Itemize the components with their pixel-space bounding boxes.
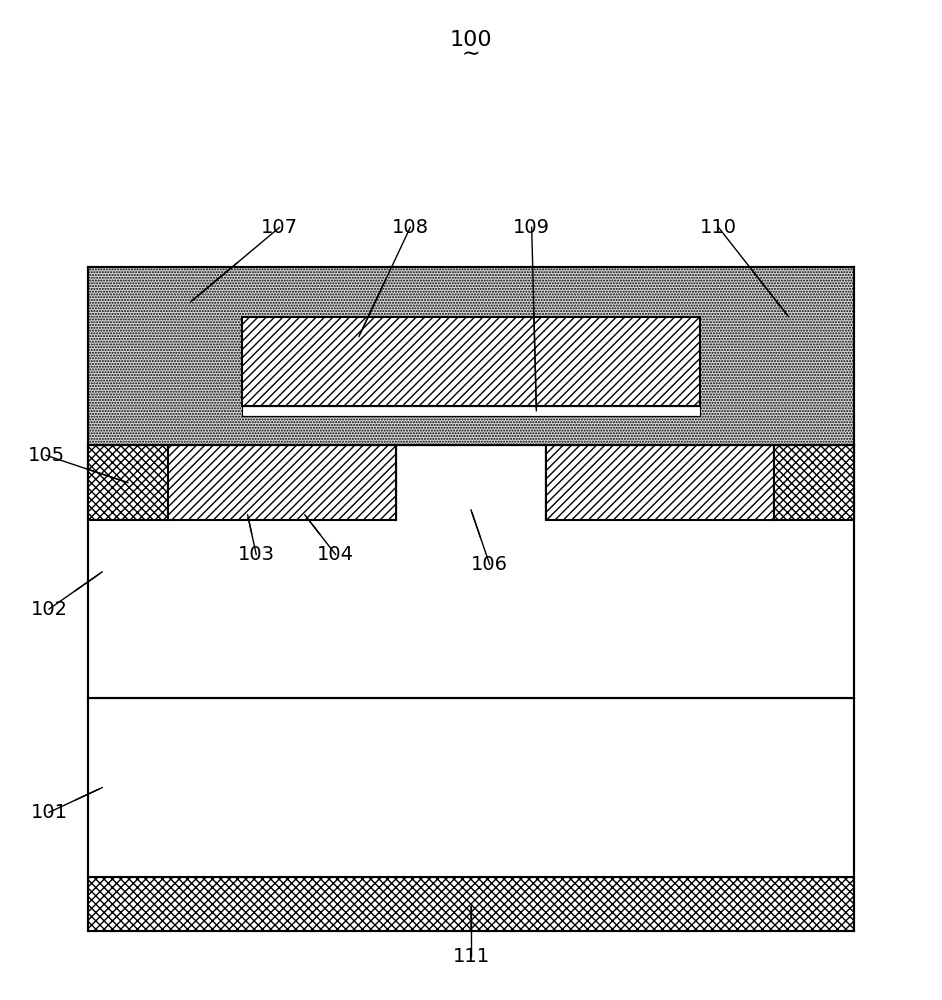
FancyBboxPatch shape (545, 445, 774, 520)
Text: 102: 102 (30, 600, 68, 619)
FancyBboxPatch shape (774, 445, 853, 520)
FancyBboxPatch shape (89, 445, 168, 520)
Text: 109: 109 (513, 218, 550, 237)
Text: 107: 107 (261, 218, 298, 237)
Text: 104: 104 (317, 545, 354, 564)
Text: 111: 111 (452, 947, 490, 966)
FancyBboxPatch shape (89, 877, 853, 931)
Text: ∼: ∼ (462, 44, 480, 64)
Text: 106: 106 (471, 555, 508, 574)
FancyBboxPatch shape (89, 445, 853, 698)
Text: 100: 100 (449, 30, 493, 50)
FancyBboxPatch shape (89, 267, 853, 445)
FancyBboxPatch shape (168, 445, 397, 520)
Text: 101: 101 (30, 803, 68, 822)
Polygon shape (89, 445, 853, 698)
Text: 103: 103 (237, 545, 275, 564)
FancyBboxPatch shape (89, 698, 853, 877)
Text: 110: 110 (700, 218, 737, 237)
FancyBboxPatch shape (242, 406, 700, 416)
Text: 105: 105 (27, 446, 65, 465)
Text: 108: 108 (392, 218, 429, 237)
FancyBboxPatch shape (242, 317, 700, 406)
